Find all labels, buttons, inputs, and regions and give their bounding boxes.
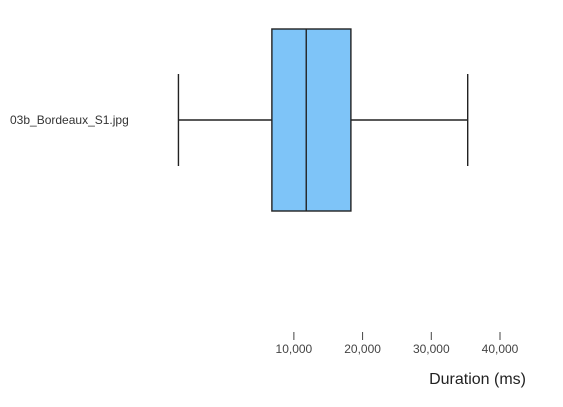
x-tick-label: 10,000	[276, 342, 313, 356]
category-labels: 03b_Bordeaux_S1.jpg	[10, 113, 129, 127]
x-tick-label: 30,000	[413, 342, 450, 356]
x-tick-label: 20,000	[344, 342, 381, 356]
x-axis: 10,000 20,000 30,000 40,000	[276, 332, 519, 356]
category-label: 03b_Bordeaux_S1.jpg	[10, 113, 129, 127]
interquartile-box	[272, 29, 351, 211]
x-tick-label: 40,000	[482, 342, 519, 356]
box-plot-series	[178, 29, 467, 211]
x-axis-title: Duration (ms)	[429, 371, 526, 388]
